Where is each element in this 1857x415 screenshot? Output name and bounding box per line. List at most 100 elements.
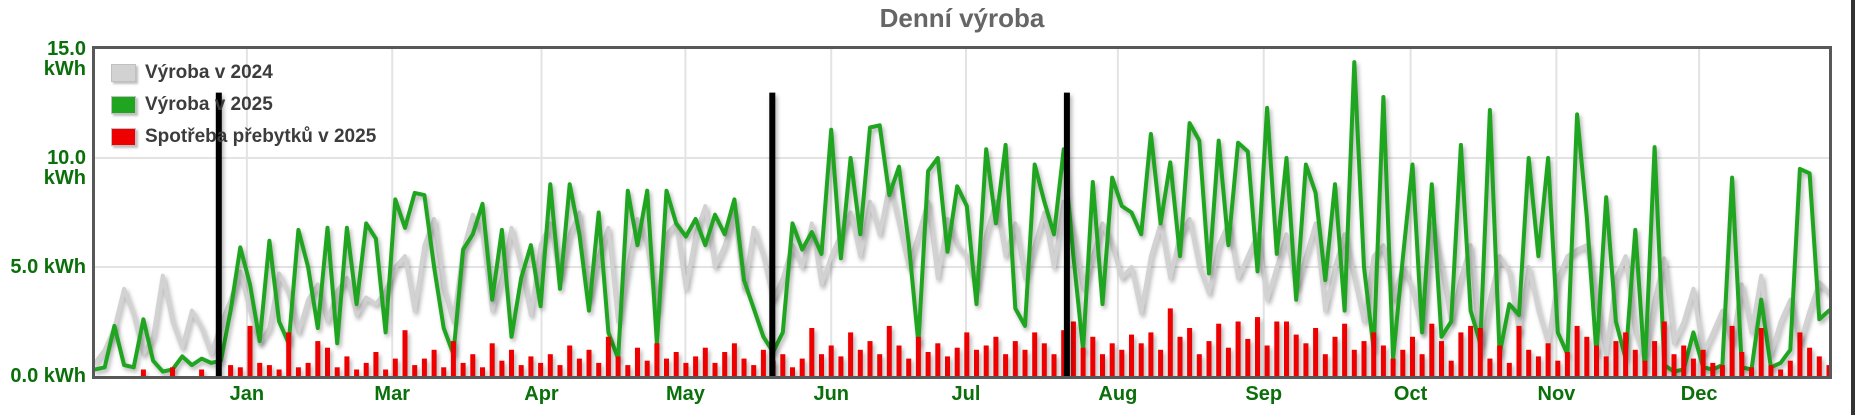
x-tick-label: Nov — [1537, 383, 1576, 405]
surplus-bar — [1410, 336, 1415, 376]
surplus-bar — [867, 341, 873, 376]
x-tick-label: Oct — [1393, 383, 1428, 405]
surplus-bar — [199, 369, 205, 376]
surplus-bar — [1100, 354, 1105, 376]
surplus-bar — [1245, 338, 1251, 376]
surplus-bar — [586, 349, 592, 376]
surplus-bar — [567, 345, 573, 376]
x-tick-label: Aug — [1098, 383, 1138, 405]
series-line-1 — [95, 60, 1829, 374]
surplus-bar — [1225, 347, 1231, 376]
surplus-bar — [286, 332, 292, 376]
surplus-bar — [266, 365, 272, 376]
legend-swatch-2024 — [111, 64, 136, 82]
surplus-bar — [1439, 341, 1444, 376]
surplus-bar — [1700, 349, 1706, 376]
surplus-bar — [1816, 356, 1822, 376]
surplus-bar — [1351, 349, 1357, 376]
surplus-bar — [896, 345, 902, 376]
x-tick-label: Jan — [229, 383, 265, 405]
surplus-bar — [1477, 328, 1483, 376]
surplus-bar — [1235, 321, 1241, 376]
surplus-bar — [528, 356, 534, 376]
surplus-bar — [1255, 317, 1260, 376]
surplus-bar — [935, 343, 941, 376]
surplus-bar — [1758, 328, 1764, 376]
surplus-bar — [344, 356, 350, 376]
surplus-bar — [547, 354, 553, 376]
surplus-bar — [1739, 352, 1745, 376]
surplus-bar — [1448, 360, 1454, 376]
surplus-bar — [780, 354, 786, 376]
surplus-bar — [1041, 343, 1047, 376]
surplus-bar — [664, 358, 669, 376]
surplus-bar — [489, 343, 495, 376]
series-line-0 — [95, 182, 1829, 365]
surplus-bar — [838, 356, 844, 376]
surplus-bar — [1284, 321, 1289, 376]
surplus-bar — [1167, 308, 1173, 376]
surplus-bar — [1080, 347, 1086, 376]
legend-label-2024: Výroba v 2024 — [145, 62, 273, 83]
surplus-bar — [1768, 365, 1774, 376]
surplus-bar — [1177, 336, 1183, 376]
surplus-bar — [741, 358, 747, 376]
surplus-bar — [295, 367, 301, 376]
surplus-bar — [499, 360, 505, 376]
surplus-bar — [925, 352, 931, 376]
surplus-bar — [809, 328, 815, 376]
surplus-bar — [1196, 354, 1202, 376]
surplus-bar — [1797, 332, 1803, 376]
y-tick-label: 15.0 kWh — [43, 38, 86, 80]
surplus-bar — [1729, 325, 1735, 376]
surplus-bar — [974, 349, 979, 376]
surplus-bar — [441, 367, 447, 376]
surplus-bar — [1613, 341, 1619, 376]
surplus-bar — [1661, 321, 1667, 376]
chart-canvas — [95, 49, 1829, 376]
surplus-bar — [325, 347, 330, 376]
surplus-bar — [731, 343, 737, 376]
surplus-bar — [1652, 341, 1658, 376]
surplus-bar — [605, 336, 611, 376]
surplus-bar — [760, 349, 766, 376]
surplus-bar — [819, 354, 824, 376]
surplus-bar — [1555, 360, 1561, 376]
surplus-bar — [906, 358, 912, 376]
surplus-bar — [1826, 365, 1829, 376]
surplus-bar — [1671, 354, 1677, 376]
surplus-bar — [276, 369, 282, 376]
surplus-bar — [1749, 367, 1754, 376]
surplus-bar — [1119, 349, 1125, 376]
surplus-bar — [877, 354, 883, 376]
surplus-bar — [1390, 358, 1396, 376]
surplus-bar — [460, 362, 466, 376]
surplus-bar — [1603, 356, 1609, 376]
surplus-bar — [247, 325, 253, 376]
surplus-bar — [848, 332, 854, 376]
surplus-bar — [1681, 345, 1687, 376]
surplus-bar — [1497, 345, 1503, 376]
surplus-bar — [790, 367, 795, 376]
surplus-bar — [1090, 336, 1096, 376]
surplus-bar — [1158, 349, 1164, 376]
surplus-bar — [1574, 325, 1580, 376]
surplus-bar — [1332, 336, 1338, 376]
surplus-bar — [1003, 354, 1009, 376]
surplus-bar — [1642, 360, 1648, 376]
surplus-bar — [557, 365, 563, 376]
surplus-bar — [1293, 334, 1299, 376]
surplus-bar — [305, 362, 311, 376]
surplus-bar — [1419, 354, 1425, 376]
surplus-bar — [1148, 332, 1154, 376]
chart-title: Denní výroba — [879, 3, 1045, 33]
surplus-bar — [1623, 332, 1629, 376]
surplus-bars — [140, 308, 1829, 376]
surplus-bar — [576, 358, 582, 376]
x-tick-label: Dec — [1680, 383, 1718, 405]
surplus-bar — [1322, 354, 1328, 376]
surplus-bar — [625, 365, 631, 376]
surplus-bar — [1061, 330, 1067, 376]
surplus-bar — [983, 345, 989, 376]
surplus-bar — [673, 352, 679, 376]
